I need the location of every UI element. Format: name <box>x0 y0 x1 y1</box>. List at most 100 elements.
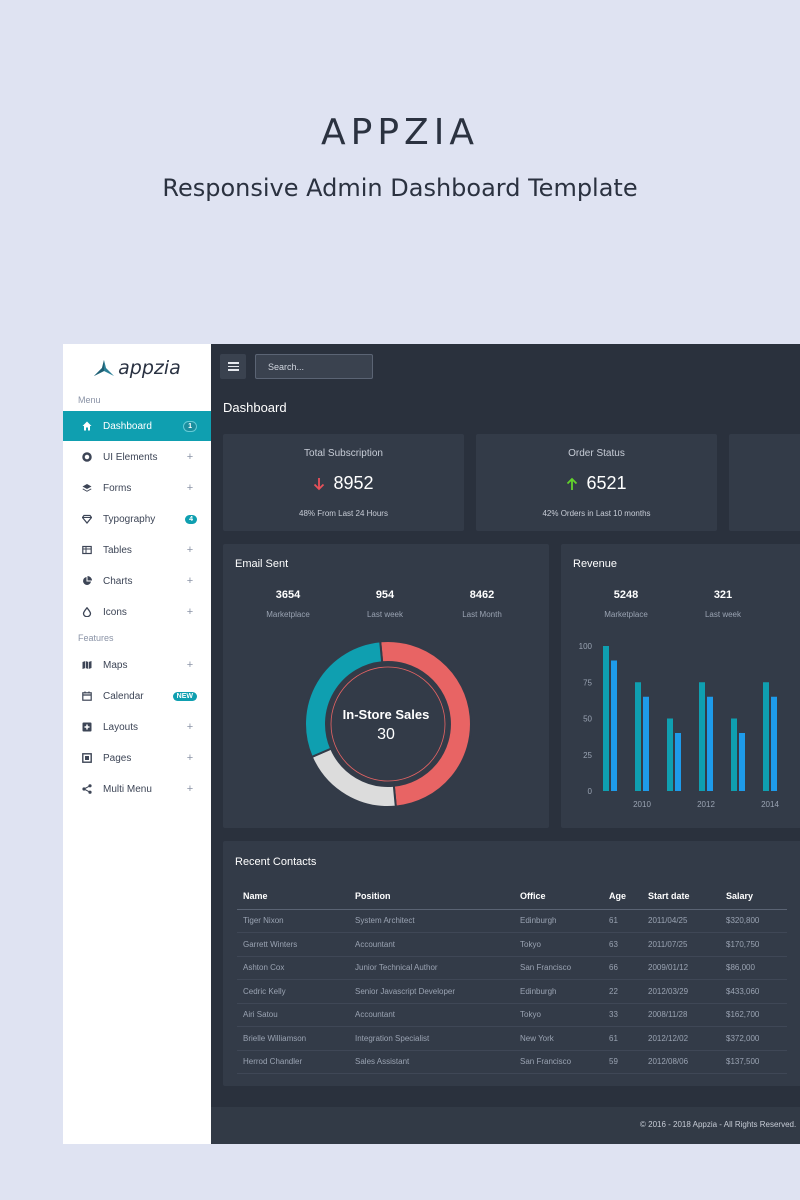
arrow-down-icon <box>314 477 325 490</box>
revenue-card: Revenue 5248 Marketplace 321 Last week 0… <box>561 544 800 828</box>
stat-title: Total Subscription <box>304 448 383 459</box>
table-icon <box>81 544 93 556</box>
sidebar-badge: 1 <box>183 420 197 432</box>
table-cell: 2008/11/28 <box>642 1003 720 1027</box>
brand-logo[interactable]: appzia <box>63 344 211 392</box>
appzia-logo-icon <box>94 360 115 376</box>
bar[interactable] <box>603 646 609 791</box>
column-header[interactable]: Salary <box>720 884 787 910</box>
sidebar-item-forms[interactable]: Forms + <box>63 473 211 503</box>
metric-label: Marketplace <box>604 610 648 619</box>
table-row[interactable]: Airi Satou Accountant Tokyo 33 2008/11/28 $16… <box>237 1003 787 1027</box>
sidebar-item-multi-menu[interactable]: Multi Menu + <box>63 774 211 804</box>
hero-title: APPZIA <box>321 112 479 153</box>
menu-toggle-button[interactable] <box>220 354 246 379</box>
bar[interactable] <box>667 718 673 792</box>
plus-icon[interactable]: + <box>186 482 194 494</box>
stat-title: Order Status <box>568 448 625 459</box>
donut-segment[interactable] <box>304 640 384 759</box>
sidebar-item-label: Dashboard <box>103 420 152 432</box>
table-cell: 2012/03/29 <box>642 979 720 1004</box>
plus-icon[interactable]: + <box>186 606 194 618</box>
table-cell: 2009/01/12 <box>642 956 720 980</box>
menu-section-label: Menu <box>78 395 101 405</box>
plus-icon[interactable]: + <box>186 659 194 671</box>
metric-last-week: 321 Last week <box>678 589 768 619</box>
table-cell: Brielle Williamson <box>237 1026 349 1051</box>
stat-value: 8952 <box>333 473 374 493</box>
sidebar-item-layouts[interactable]: Layouts + <box>63 712 211 742</box>
stat-footer: 42% Orders in Last 10 months <box>542 509 651 518</box>
column-header[interactable]: Start date <box>642 884 720 910</box>
stat-footer: 48% From Last 24 Hours <box>299 509 388 518</box>
table-row[interactable]: Brielle Williamson Integration Specialist… <box>237 1026 787 1051</box>
footer: © 2016 - 2018 Appzia - All Rights Reserv… <box>211 1107 800 1144</box>
column-header[interactable]: Age <box>603 884 642 910</box>
sidebar-item-label: Icons <box>103 606 127 618</box>
sidebar-item-calendar[interactable]: Calendar NEW <box>63 681 211 711</box>
donut-segment[interactable] <box>379 640 472 808</box>
sidebar-badge: NEW <box>172 691 197 701</box>
bar[interactable] <box>731 718 737 792</box>
column-header[interactable]: Name <box>237 884 349 910</box>
table-cell: System Architect <box>349 909 514 933</box>
table-cell: Senior Javascript Developer <box>349 979 514 1004</box>
sidebar-item-typography[interactable]: Typography 4 <box>63 504 211 534</box>
sidebar-item-icons[interactable]: Icons + <box>63 597 211 627</box>
sidebar-item-ui-elements[interactable]: UI Elements + <box>63 442 211 472</box>
table-cell: Accountant <box>349 932 514 957</box>
stat-card-partial <box>729 434 800 531</box>
table-cell: Integration Specialist <box>349 1026 514 1051</box>
donut-chart: In-Store Sales 30 <box>304 640 472 808</box>
pie-chart-icon <box>81 575 93 587</box>
plus-icon[interactable]: + <box>186 783 194 795</box>
table-cell: Garrett Winters <box>237 932 349 957</box>
table-cell: 61 <box>603 1026 642 1051</box>
bar[interactable] <box>643 696 649 791</box>
bar[interactable] <box>611 660 617 792</box>
bar[interactable] <box>675 733 681 791</box>
table-row[interactable]: Ashton Cox Junior Technical Author San Fra… <box>237 956 787 980</box>
bar[interactable] <box>635 682 641 791</box>
sidebar-item-dashboard[interactable]: Dashboard 1 <box>63 411 211 441</box>
sidebar-item-tables[interactable]: Tables + <box>63 535 211 565</box>
table-cell: Sales Assistant <box>349 1050 514 1074</box>
sidebar-item-label: Charts <box>103 575 133 587</box>
bar[interactable] <box>739 733 745 791</box>
plus-icon[interactable]: + <box>186 721 194 733</box>
sidebar-item-maps[interactable]: Maps + <box>63 650 211 680</box>
table-header-row: Name Position Office Age Start date Sala… <box>237 884 787 910</box>
hamburger-icon <box>227 365 239 368</box>
plus-icon[interactable]: + <box>186 544 194 556</box>
circle-icon <box>81 451 93 463</box>
metric-value: 8462 <box>469 589 495 601</box>
sidebar-item-charts[interactable]: Charts + <box>63 566 211 596</box>
donut-inner-ring <box>330 666 446 782</box>
column-header[interactable]: Office <box>514 884 603 910</box>
bar[interactable] <box>707 696 713 791</box>
bar[interactable] <box>771 696 777 791</box>
plus-icon[interactable]: + <box>186 752 194 764</box>
donut-segment[interactable] <box>310 747 397 808</box>
sidebar-item-label: Maps <box>103 659 128 671</box>
table-row[interactable]: Garrett Winters Accountant Tokyo 63 2011/07/… <box>237 932 787 957</box>
column-header[interactable]: Position <box>349 884 514 910</box>
bar[interactable] <box>699 682 705 791</box>
stat-card-order-status: Order Status 6521 42% Orders in Last 10 … <box>476 434 717 531</box>
table-row[interactable]: Tiger Nixon System Architect Edinburgh 61 20… <box>237 909 787 933</box>
revenue-bar-chart: 0 25 50 75 100 2010 2012 2014 <box>579 642 780 809</box>
table-cell: $162,700 <box>720 1003 787 1027</box>
search-input[interactable] <box>255 354 373 379</box>
table-cell: San Francisco <box>514 1050 603 1074</box>
recent-contacts-card: Recent Contacts Name Position Office Age… <box>223 841 800 1086</box>
logo-text: appzia <box>118 357 181 379</box>
table-row[interactable]: Herrod Chandler Sales Assistant San Franci… <box>237 1050 787 1074</box>
sidebar-item-pages[interactable]: Pages + <box>63 743 211 773</box>
bar[interactable] <box>763 682 769 791</box>
plus-icon[interactable]: + <box>186 575 194 587</box>
table-cell: Airi Satou <box>237 1003 349 1027</box>
plus-icon[interactable]: + <box>186 451 194 463</box>
metric-label: Last week <box>366 610 404 619</box>
y-tick-label: 100 <box>579 642 593 651</box>
table-row[interactable]: Cedric Kelly Senior Javascript Developer E… <box>237 979 787 1004</box>
